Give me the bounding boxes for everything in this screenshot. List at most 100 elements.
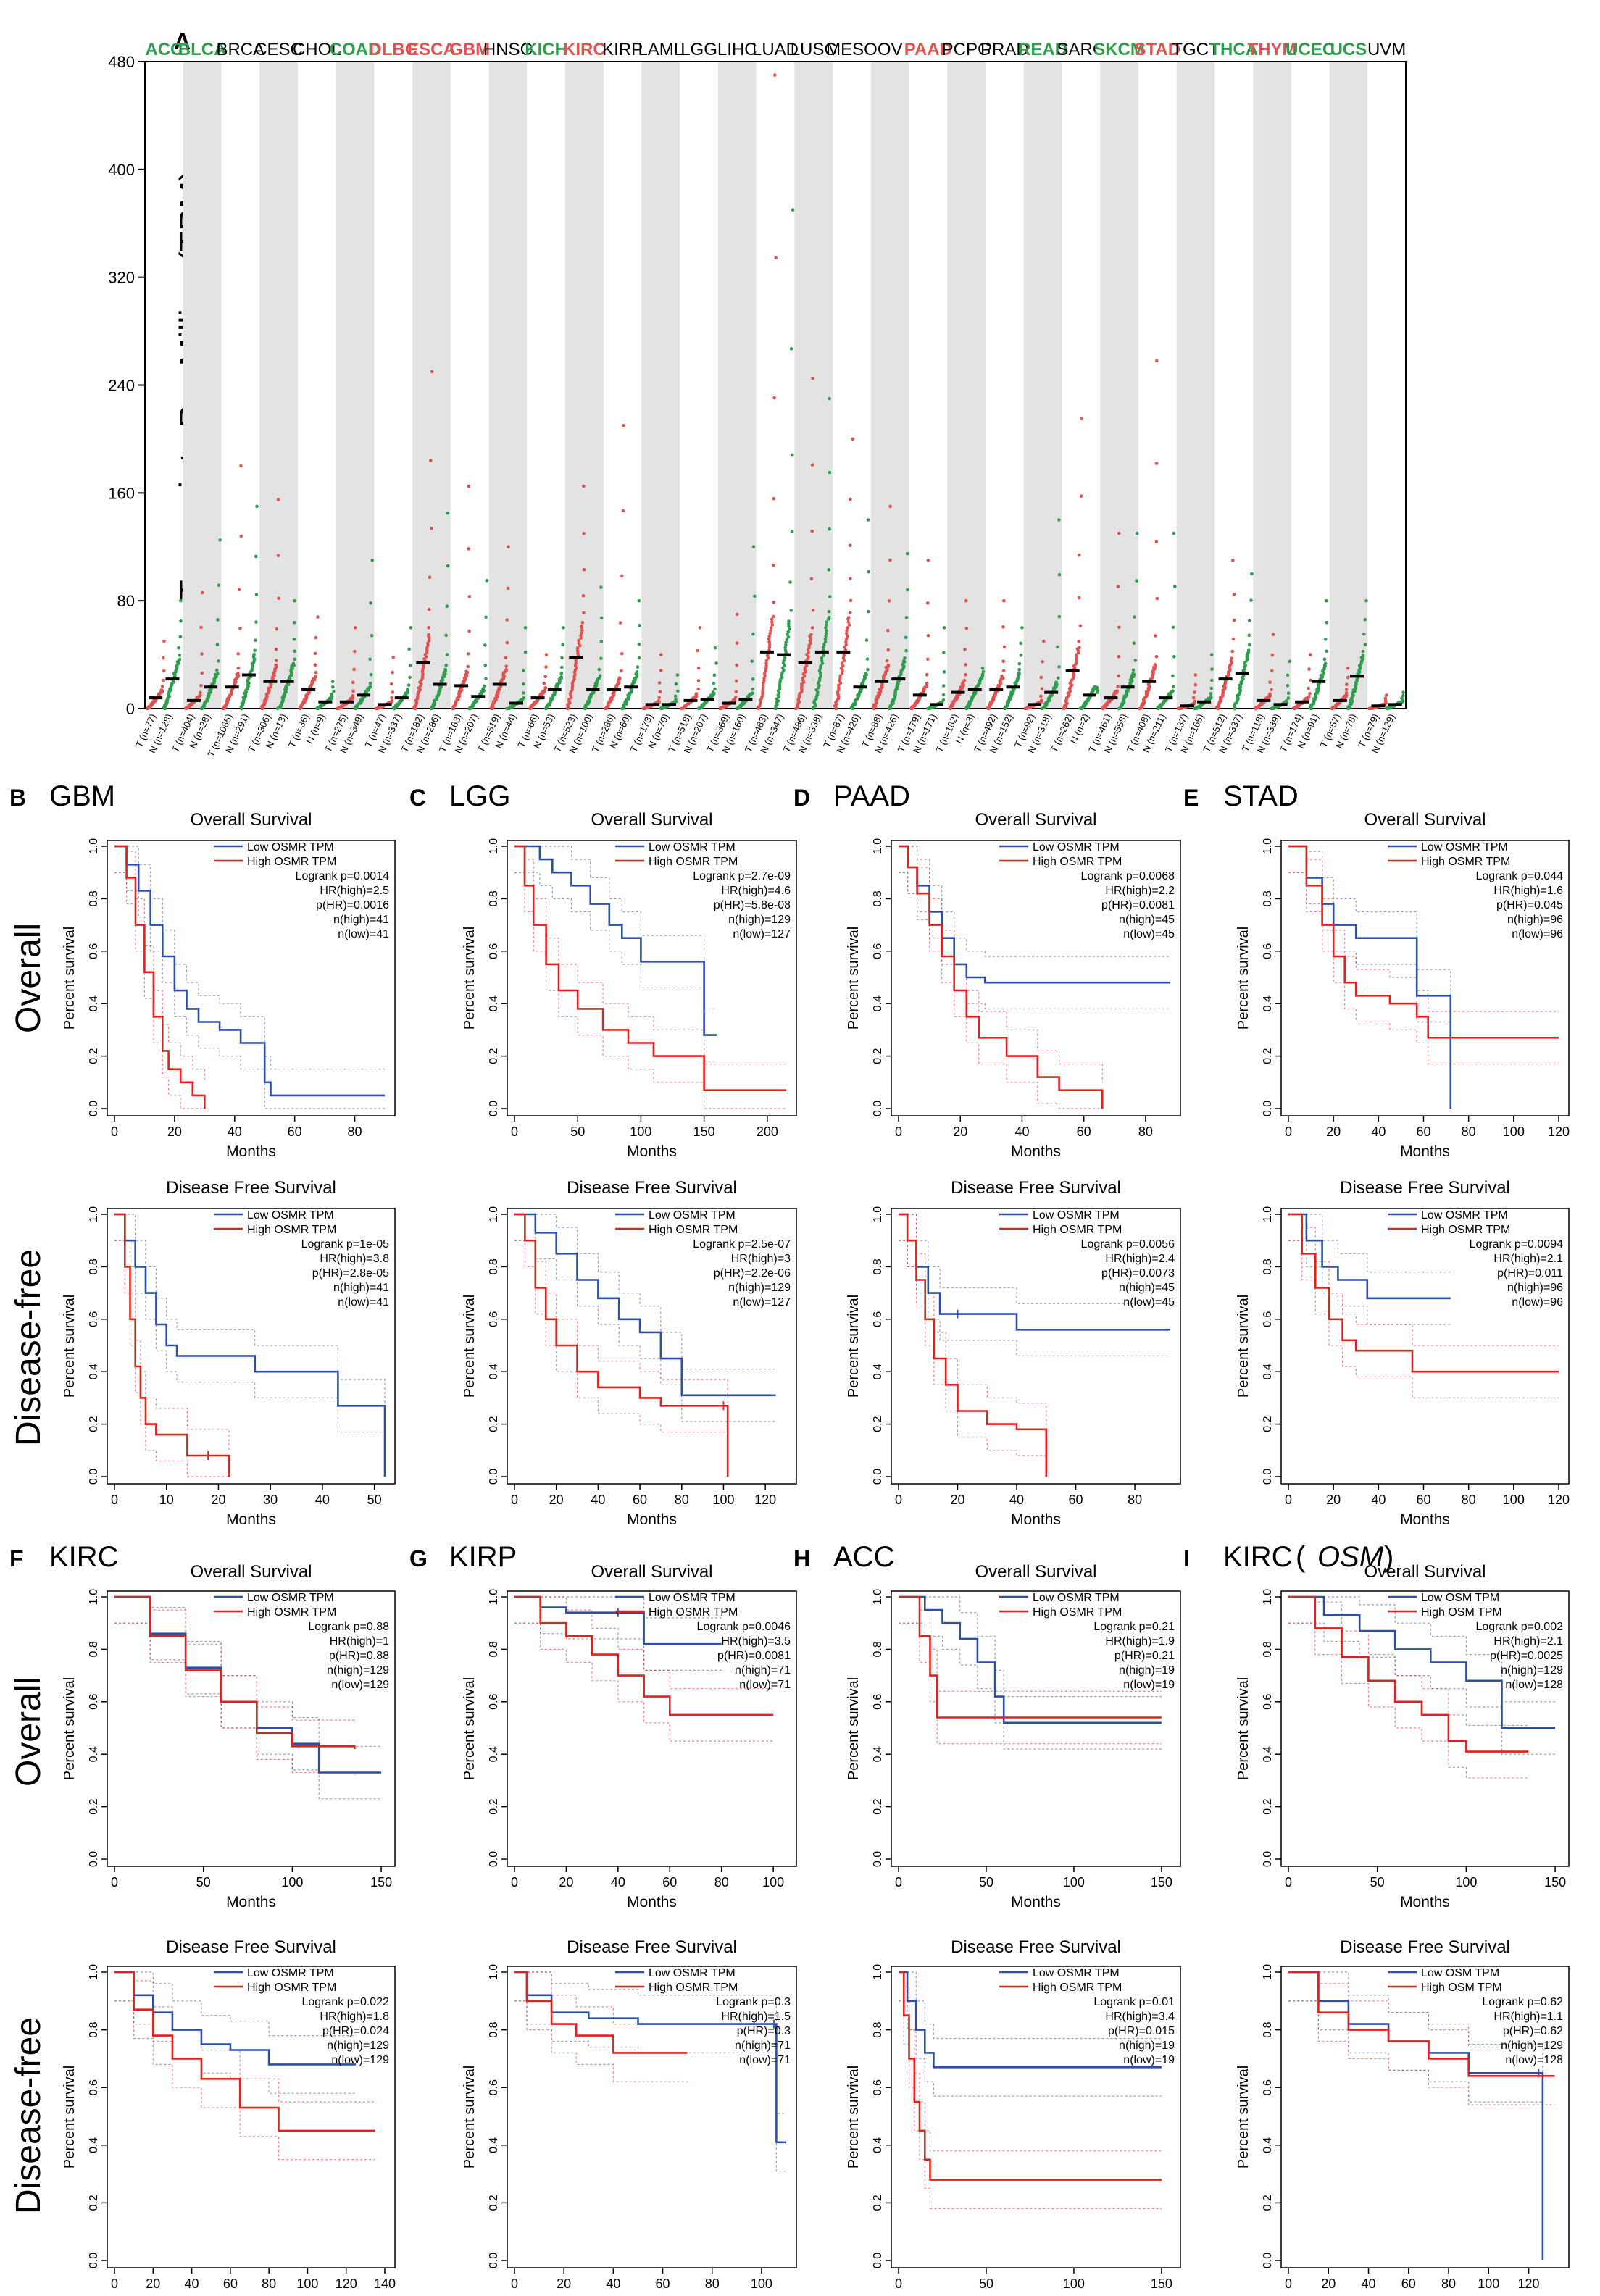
panel-a-dot <box>904 648 908 653</box>
km-xtick-label: 0 <box>895 2276 902 2291</box>
km-stat: Logrank p=0.21 <box>1093 1621 1175 1633</box>
km-ytick-label: 1.0 <box>1262 1964 1274 1980</box>
km-xtick-label: 80 <box>348 1124 362 1139</box>
panel-a-dot <box>351 689 355 693</box>
panel-a-dot <box>925 672 929 677</box>
km-title: Disease Free Survival <box>567 1178 737 1198</box>
panel-a-dot <box>768 632 772 635</box>
km-ylabel: Percent survival <box>62 1295 78 1398</box>
panel-a-dot <box>1325 649 1328 654</box>
panel-a-dot <box>751 677 755 681</box>
panel-a-dot <box>1057 518 1061 522</box>
panel-a-ytick-label: 0 <box>126 700 135 718</box>
panel-a-dot <box>582 611 586 615</box>
panel-a-dot <box>1193 673 1198 677</box>
panel-a-dot <box>484 677 488 680</box>
panel-a-dot <box>1116 585 1120 588</box>
km-xtick-label: 100 <box>1063 2276 1085 2291</box>
panel-a-band <box>1329 62 1368 708</box>
km-legend-low: Low OSM TPM <box>1421 1592 1499 1604</box>
panel-a-dot <box>1115 689 1119 693</box>
km-stat: HR(high)=1.5 <box>721 2011 791 2023</box>
panel-a-dot <box>1248 643 1251 647</box>
km-stat: p(HR)=0.024 <box>322 2025 389 2037</box>
panel-a-cancer-label: CESC <box>254 40 303 59</box>
km-ytick-label: 1.0 <box>88 1206 100 1222</box>
panel-a-dot <box>522 691 525 695</box>
panel-a-dot <box>544 653 549 656</box>
panel-a-dot <box>274 663 278 667</box>
panel-a-dot <box>811 376 814 380</box>
panel-a-dot <box>1080 417 1083 421</box>
km-stat: n(low)=19 <box>1123 2054 1175 2066</box>
panel-a-dot <box>636 665 640 669</box>
km-ylabel: Percent survival <box>462 2066 478 2168</box>
km-ytick-label: 0.6 <box>488 943 500 959</box>
panel-a-dot <box>1270 669 1274 673</box>
km-legend-high: High OSMR TPM <box>247 856 336 868</box>
km-stat: p(HR)=0.88 <box>329 1650 389 1662</box>
panel-a-dot <box>483 664 487 667</box>
panel-a-dot <box>1079 494 1083 498</box>
km-ytick-label: 0.0 <box>488 1851 500 1867</box>
panel-a-dot <box>906 588 909 592</box>
panel-a-dot <box>522 669 525 672</box>
km-legend-low: Low OSMR TPM <box>247 1592 334 1604</box>
panel-a-dot <box>848 611 852 615</box>
km-xtick-label: 100 <box>1503 1493 1525 1507</box>
panel-a-dot <box>484 615 488 619</box>
panel-a-dot <box>902 659 906 663</box>
km-title: Overall Survival <box>1364 1562 1486 1582</box>
panel-a-dot <box>925 681 929 685</box>
km-title: Overall Survival <box>591 1562 712 1582</box>
km-ytick-label: 0.0 <box>872 1851 884 1867</box>
panel-a-dot <box>849 577 852 580</box>
panel-a-dot <box>621 509 625 513</box>
km-xtick-label: 60 <box>1077 1124 1091 1139</box>
panel-a-dot <box>162 678 166 682</box>
km-stat: Logrank p=0.0056 <box>1081 1238 1175 1251</box>
panel-a-dot <box>352 667 356 672</box>
panel-a-dot <box>735 641 739 645</box>
panel-letter: D <box>793 785 810 811</box>
panel-a-dot <box>1346 675 1350 680</box>
row-label-disease_free: Disease-free <box>9 2017 48 2214</box>
km-stat: p(HR)=0.0073 <box>1101 1267 1175 1280</box>
panel-a-dot <box>580 621 585 625</box>
km-xlabel: Months <box>226 1511 276 1528</box>
km-ytick-label: 0.0 <box>88 1469 100 1485</box>
km-xtick-label: 60 <box>1416 1124 1430 1139</box>
panel-a-dot <box>1002 645 1007 649</box>
panel-a-dot <box>846 620 850 624</box>
panel-a-dot <box>735 663 738 667</box>
panel-a-band <box>259 62 298 708</box>
km-plot: Disease Free Survival 0.0 0.2 0.4 0.6 0.8 1.0 P… <box>62 1178 396 1528</box>
panel-a-dot <box>845 629 849 633</box>
panel-a-dot <box>467 629 471 633</box>
panel-a-dot <box>252 652 256 656</box>
km-xtick-label: 60 <box>1401 2276 1416 2291</box>
panel-a-dot <box>575 646 580 650</box>
km-legend-high: High OSMR TPM <box>1033 856 1122 868</box>
panel-a-dot <box>582 484 586 488</box>
km-ytick-label: 0.2 <box>1262 1798 1274 1814</box>
km-xtick-label: 60 <box>1416 1493 1430 1507</box>
km-ytick-label: 0.4 <box>88 995 100 1011</box>
panel-a-dot <box>200 652 204 656</box>
panel-a-dot <box>368 685 372 689</box>
km-ytick-label: 0.8 <box>1262 890 1274 906</box>
km-panel-i: I KIRC (OSM)Overall Survival0.00.20.40.60… <box>1183 1541 1570 2296</box>
km-xtick-label: 40 <box>315 1493 330 1507</box>
panel-a-dot <box>620 652 624 656</box>
panel-a-dot <box>351 694 355 698</box>
panel-letter: F <box>9 1545 24 1571</box>
km-xtick-label: 40 <box>1009 1493 1024 1507</box>
panel-a-dot <box>888 504 892 509</box>
km-legend-low: Low OSMR TPM <box>247 1209 334 1222</box>
panel-a-dot <box>236 666 241 670</box>
panel-a-dot <box>824 632 828 635</box>
km-xtick-label: 50 <box>570 1124 585 1139</box>
km-xtick-label: 10 <box>159 1493 174 1507</box>
panel-a-dot <box>1309 678 1312 682</box>
panel-a-dot <box>696 679 701 682</box>
